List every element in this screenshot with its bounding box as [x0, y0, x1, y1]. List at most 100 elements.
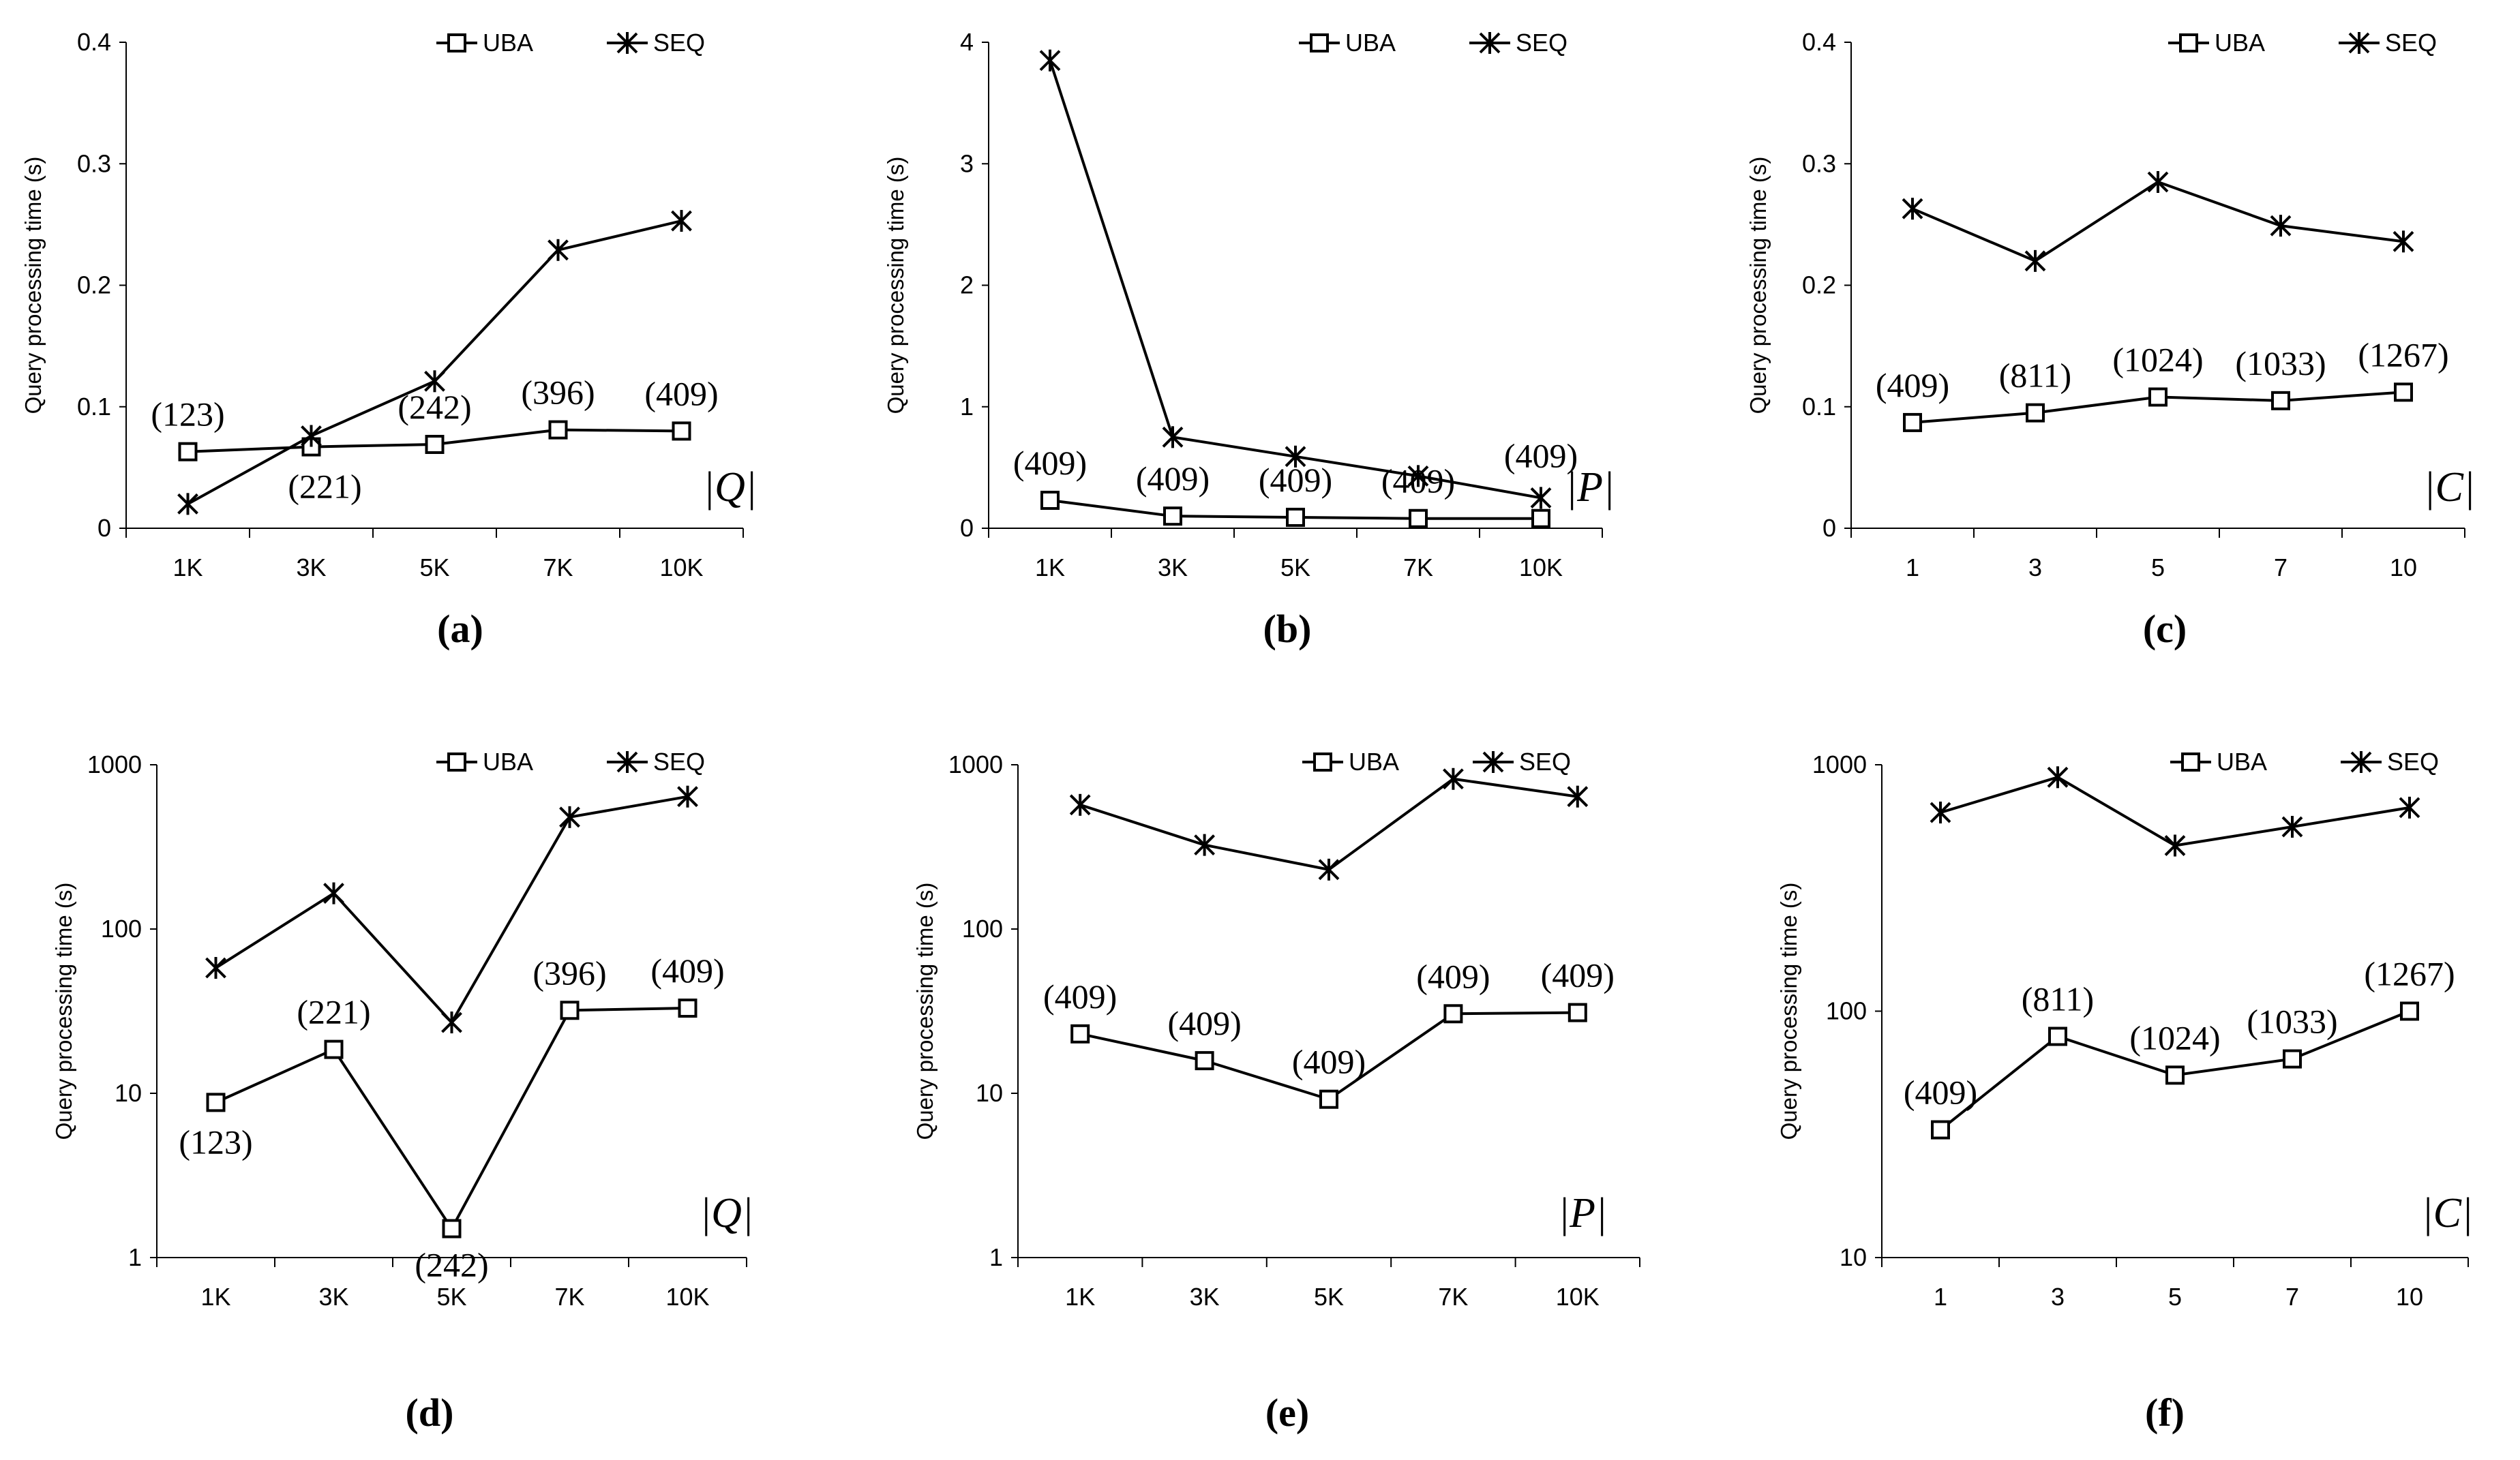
data-point-seq — [301, 425, 322, 447]
legend: UBA SEQ — [2170, 748, 2439, 776]
x-tick-label: 1K — [172, 553, 202, 581]
axis-variable-label: |P| — [1558, 1190, 1607, 1236]
legend-marker-uba — [1313, 752, 1332, 772]
y-tick-label: 0.2 — [1802, 271, 1836, 299]
legend-label-uba: UBA — [1345, 29, 1396, 57]
point-annotation: (811) — [1999, 356, 2071, 395]
legend-label-uba: UBA — [483, 29, 533, 57]
data-point-uba — [1443, 1004, 1463, 1024]
point-annotation: (242) — [415, 1246, 488, 1284]
legend-marker-uba — [1310, 33, 1329, 52]
legend-marker-seq — [616, 32, 638, 54]
data-point-seq — [441, 1012, 462, 1034]
legend-marker-seq — [2350, 751, 2372, 773]
point-annotation: (396) — [521, 374, 595, 412]
data-point-uba — [678, 999, 698, 1018]
legend-label-uba: UBA — [483, 748, 533, 776]
legend: UBA SEQ — [1299, 29, 1567, 57]
x-tick-label: 5K — [436, 1283, 466, 1311]
series-line-seq — [1079, 777, 1578, 871]
y-tick-label: 0 — [1822, 514, 1836, 542]
y-tick-label: 100 — [962, 915, 1003, 943]
x-tick-label: 3K — [296, 553, 326, 581]
point-annotation: (221) — [297, 993, 370, 1031]
panel-caption: (c) — [2143, 607, 2187, 651]
panel-caption: (d) — [406, 1390, 454, 1435]
x-tick-label: 1K — [200, 1283, 230, 1311]
y-tick-label: 2 — [960, 271, 974, 299]
x-tick-label: 7K — [1438, 1283, 1468, 1311]
data-point-seq — [559, 806, 580, 828]
data-point-seq — [1407, 465, 1429, 487]
data-point-seq — [677, 785, 698, 808]
x-tick-label: 5K — [1280, 553, 1310, 581]
x-tick-label: 10K — [1519, 553, 1563, 581]
point-annotation: (409) — [1504, 437, 1578, 475]
y-tick-label: 1 — [960, 393, 974, 421]
data-point-uba — [1567, 1003, 1587, 1022]
point-annotation: (409) — [1876, 366, 1949, 404]
y-tick-label: 0.1 — [77, 393, 111, 421]
point-annotation: (409) — [1259, 461, 1332, 499]
data-point-uba — [1409, 508, 1428, 528]
x-tick-label: 3K — [1190, 1283, 1220, 1311]
axis-variable-label: |C| — [2424, 464, 2475, 511]
data-point-uba — [1195, 1051, 1214, 1071]
point-annotation: (1024) — [2129, 1018, 2220, 1056]
point-annotation: (409) — [650, 952, 724, 990]
legend: UBA SEQ — [1302, 748, 1571, 776]
legend-marker-uba — [2181, 752, 2200, 772]
legend-label-seq: SEQ — [2387, 748, 2439, 776]
legend-label-seq: SEQ — [1519, 748, 1571, 776]
data-point-uba — [560, 1001, 580, 1020]
data-point-uba — [2271, 391, 2290, 410]
data-point-seq — [2047, 766, 2069, 789]
legend-label-seq: SEQ — [1516, 29, 1567, 57]
y-tick-label: 3 — [960, 149, 974, 177]
y-tick-label: 0.4 — [77, 28, 111, 56]
x-tick-label: 7K — [1403, 553, 1433, 581]
data-point-seq — [2164, 834, 2186, 857]
panel-e: 1 10 100 1000 1K 3K 5K 7K 10K Query processing ti… — [912, 748, 1640, 1435]
x-tick-label: 5K — [419, 553, 449, 581]
data-point-seq — [2147, 170, 2169, 193]
legend-label-seq: SEQ — [2385, 29, 2437, 57]
point-annotation: (409) — [1904, 1074, 1977, 1112]
x-tick-label: 1 — [1934, 1283, 1947, 1311]
x-tick-label: 5 — [2168, 1283, 2182, 1311]
series-line-seq — [1912, 180, 2404, 263]
axis-variable-label: |C| — [2422, 1190, 2473, 1236]
y-tick-label: 100 — [101, 915, 142, 943]
data-point-uba — [206, 1093, 226, 1112]
data-point-uba — [2400, 1001, 2419, 1021]
data-point-seq — [1530, 487, 1552, 509]
legend-marker-seq — [1479, 32, 1501, 54]
y-axis-label: Query processing time (s) — [20, 157, 46, 414]
data-point-uba — [2283, 1049, 2302, 1069]
y-tick-label: 1 — [128, 1243, 142, 1271]
point-annotation: (409) — [1167, 1004, 1241, 1042]
data-point-uba — [1163, 506, 1182, 526]
x-tick-label: 7K — [543, 553, 573, 581]
data-point-seq — [1194, 834, 1216, 856]
legend-marker-seq — [2348, 32, 2370, 54]
data-point-seq — [323, 882, 344, 904]
y-tick-label: 1000 — [87, 750, 142, 778]
point-annotation: (1024) — [2112, 340, 2203, 378]
panel-caption: (b) — [1263, 607, 1312, 651]
y-tick-label: 10 — [976, 1079, 1003, 1107]
data-point-uba — [1903, 412, 1922, 432]
panel-caption: (a) — [437, 607, 483, 651]
axis-variable-label: |Q| — [703, 464, 757, 511]
data-point-seq — [2270, 215, 2292, 237]
data-point-uba — [2394, 382, 2413, 402]
legend-label-uba: UBA — [1349, 748, 1399, 776]
point-annotation: (409) — [1136, 459, 1210, 498]
y-tick-label: 1000 — [1812, 750, 1867, 778]
data-point-seq — [1162, 426, 1184, 448]
y-tick-label: 10 — [1840, 1243, 1867, 1271]
point-annotation: (409) — [1541, 956, 1615, 994]
data-point-uba — [1931, 1120, 1950, 1140]
data-point-seq — [1285, 445, 1306, 468]
point-annotation: (1267) — [2364, 955, 2455, 993]
